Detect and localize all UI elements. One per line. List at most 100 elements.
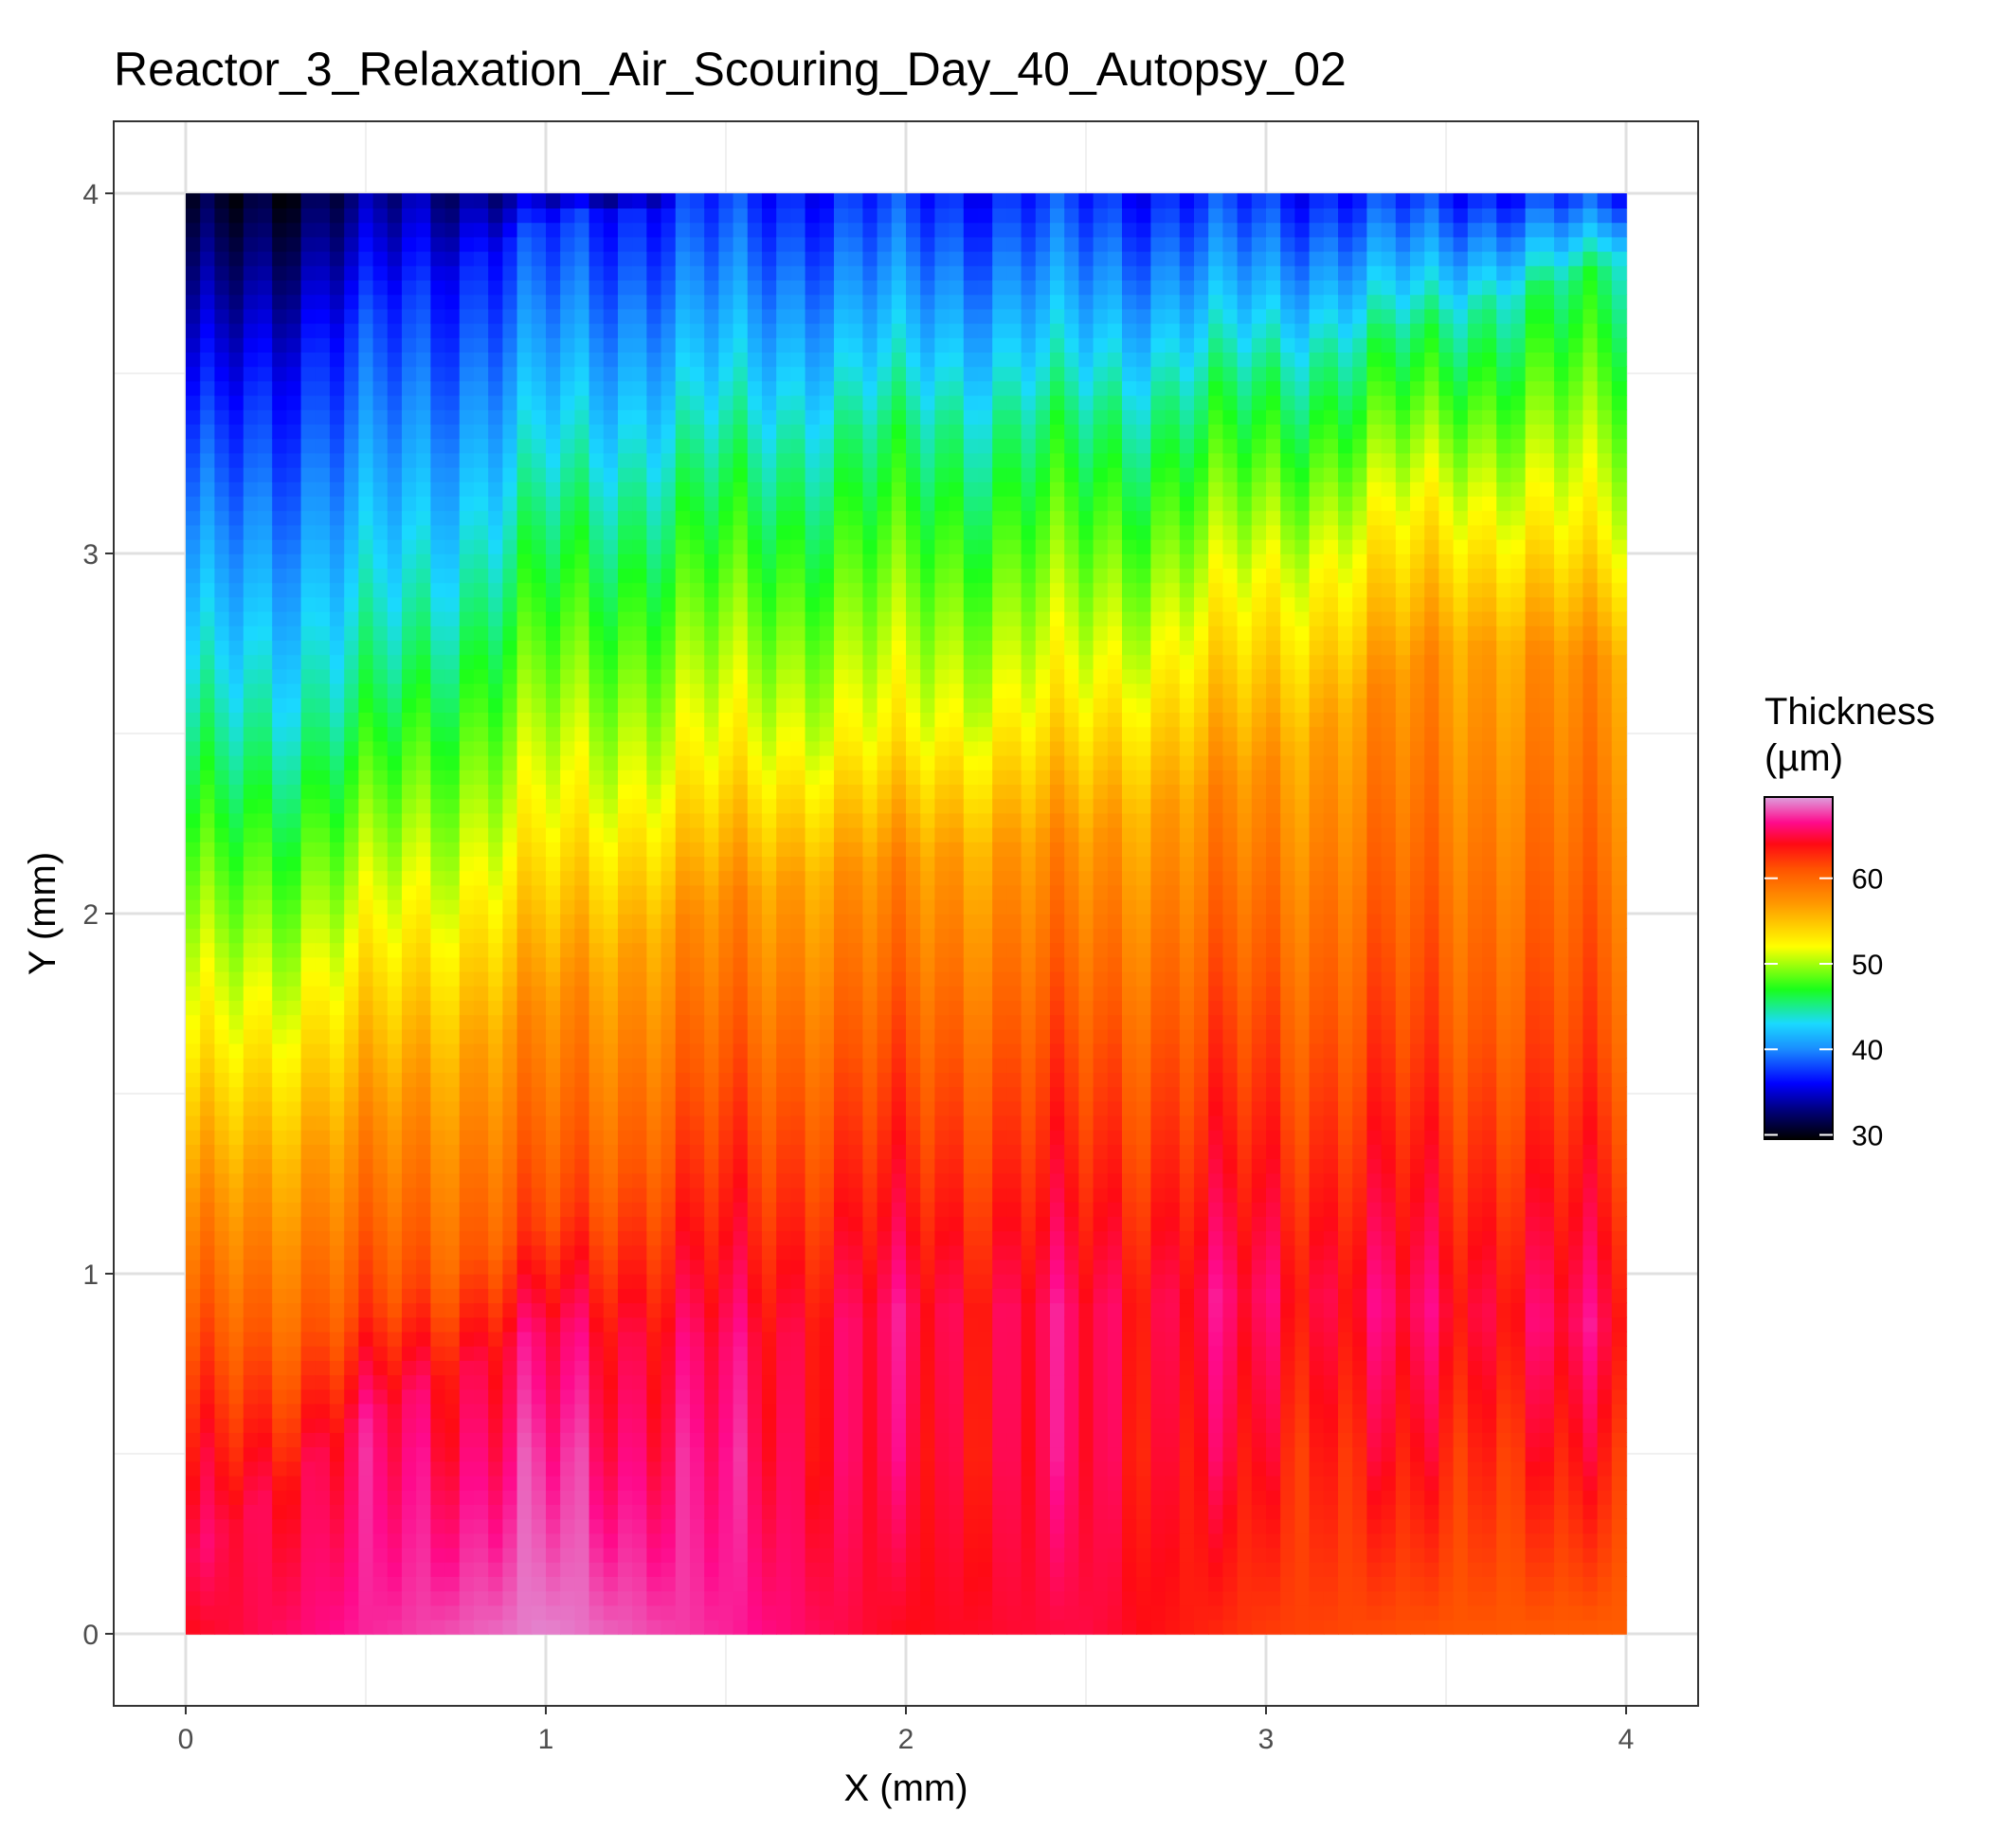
heatmap-cell [574, 1504, 590, 1520]
heatmap-cell [618, 1547, 633, 1563]
heatmap-cell [502, 1604, 518, 1621]
heatmap-cell [776, 1028, 792, 1044]
heatmap-cell [646, 1172, 662, 1188]
heatmap-cell [603, 409, 619, 425]
heatmap-cell [588, 1202, 605, 1217]
heatmap-cell [214, 812, 230, 828]
heatmap-cell [330, 1374, 345, 1390]
heatmap-cell [776, 1576, 792, 1592]
heatmap-cell [344, 1346, 360, 1361]
heatmap-cell [387, 294, 403, 310]
heatmap-cell [330, 1274, 345, 1289]
heatmap-cell [776, 1460, 792, 1477]
heatmap-cell [819, 1604, 835, 1621]
heatmap-cell [675, 481, 691, 497]
heatmap-cell [618, 1130, 633, 1145]
heatmap-cell [704, 538, 720, 554]
heatmap-cell [790, 553, 806, 569]
heatmap-cell [344, 582, 360, 598]
heatmap-cell [358, 1014, 374, 1030]
heatmap-cell [200, 1374, 216, 1390]
heatmap-cell [618, 1274, 633, 1289]
heatmap-cell [474, 1331, 489, 1347]
heatmap-cell [402, 1403, 417, 1419]
heatmap-cell [358, 1460, 374, 1477]
heatmap-cell [200, 352, 216, 368]
heatmap-cell [272, 740, 288, 756]
heatmap-cell [862, 1086, 878, 1102]
heatmap-cell [344, 1374, 360, 1390]
heatmap-cell [675, 222, 691, 238]
heatmap-cell [387, 409, 403, 425]
heatmap-cell [546, 337, 561, 353]
heatmap-cell [531, 1388, 547, 1404]
heatmap-cell [387, 1187, 403, 1203]
heatmap-cell [416, 1475, 432, 1491]
heatmap-cell [344, 510, 360, 526]
heatmap-cell [272, 337, 288, 353]
heatmap-cell [387, 1288, 403, 1304]
heatmap-cell [372, 1418, 389, 1433]
heatmap-cell [848, 438, 864, 454]
heatmap-cell [675, 698, 691, 713]
heatmap-cell [848, 770, 864, 785]
heatmap-cell [228, 1547, 244, 1563]
heatmap-cell [488, 1403, 504, 1419]
heatmap-cell [186, 1230, 201, 1246]
heatmap-cell [387, 1388, 403, 1404]
heatmap-cell [372, 250, 389, 266]
heatmap-cell [588, 524, 605, 540]
heatmap-cell [344, 1086, 360, 1102]
heatmap-cell [733, 986, 749, 1001]
heatmap-cell [358, 1100, 374, 1116]
heatmap-cell [300, 466, 317, 482]
heatmap-cell [200, 1000, 216, 1016]
heatmap-cell [819, 366, 835, 382]
heatmap-cell [762, 466, 777, 482]
heatmap-cell [704, 553, 720, 569]
heatmap-cell [560, 942, 576, 958]
heatmap-cell [516, 1346, 533, 1361]
heatmap-cell [690, 1014, 705, 1030]
heatmap-cell [660, 898, 677, 915]
heatmap-cell [834, 1460, 849, 1477]
heatmap-cell [402, 496, 417, 512]
heatmap-cell [402, 956, 417, 972]
heatmap-cell [632, 826, 648, 842]
heatmap-cell [516, 1058, 533, 1073]
heatmap-cell [474, 1302, 489, 1318]
heatmap-cell [358, 986, 374, 1001]
heatmap-cell [228, 1460, 244, 1477]
heatmap-cell [402, 1158, 417, 1174]
heatmap-cell [444, 1360, 461, 1376]
heatmap-cell [228, 524, 244, 540]
heatmap-cell [718, 208, 734, 224]
heatmap-cell [891, 698, 907, 713]
heatmap-cell [574, 366, 590, 382]
heatmap-cell [574, 610, 590, 626]
heatmap-cell [690, 1316, 705, 1332]
heatmap-cell [315, 1360, 331, 1376]
heatmap-cell [186, 870, 201, 886]
heatmap-cell [502, 1288, 518, 1304]
heatmap-cell [603, 538, 619, 554]
heatmap-cell [646, 1302, 662, 1318]
heatmap-cell [286, 1504, 302, 1520]
heatmap-cell [747, 654, 763, 670]
heatmap-cell [646, 1432, 662, 1448]
heatmap-cell [474, 280, 489, 296]
heatmap-cell [574, 1590, 590, 1606]
heatmap-cell [186, 842, 201, 857]
heatmap-cell [588, 1130, 605, 1145]
heatmap-cell [387, 1028, 403, 1044]
heatmap-cell [805, 1216, 821, 1232]
heatmap-cell [632, 438, 648, 454]
heatmap-cell [502, 812, 518, 828]
heatmap-cell [459, 193, 475, 208]
heatmap-cell [330, 1187, 345, 1203]
heatmap-cell [200, 610, 216, 626]
heatmap-cell [228, 1158, 244, 1174]
heatmap-cell [776, 582, 792, 598]
heatmap-cell [372, 698, 389, 713]
